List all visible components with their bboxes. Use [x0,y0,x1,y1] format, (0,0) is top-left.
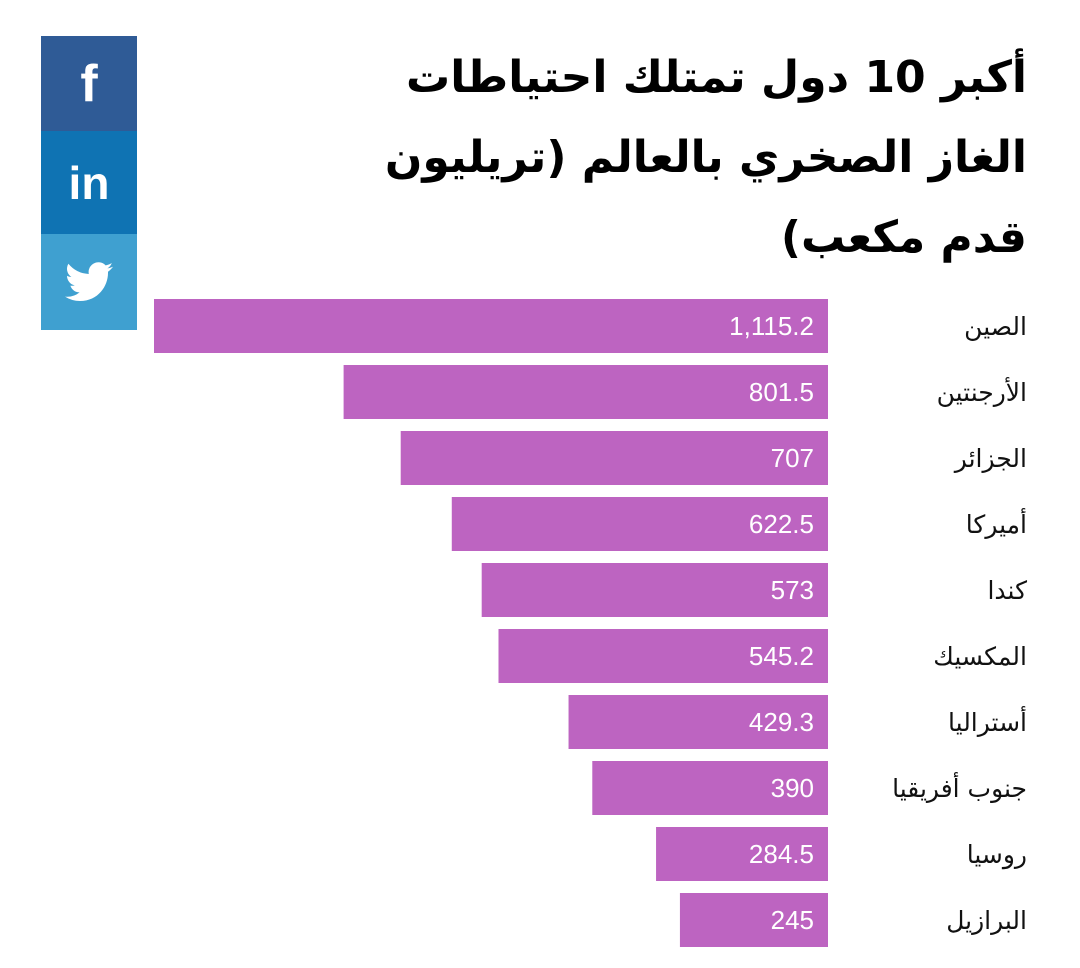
category-label: كندا [987,576,1027,605]
category-label: روسيا [967,840,1027,870]
bar-value-label: 573 [771,575,814,605]
bar-value-label: 1,115.2 [729,311,814,341]
bar [481,563,828,617]
category-label: البرازيل [946,906,1027,935]
social-share-panel: f in [41,36,137,330]
bar [154,299,828,353]
bar-value-label: 622.5 [749,509,814,539]
twitter-bird-icon [65,262,113,301]
bar [343,365,828,419]
bar [568,695,828,749]
bar-value-label: 390 [771,773,814,803]
linkedin-share-button[interactable]: in [41,131,137,234]
category-label: أميركا [966,507,1027,539]
category-label: الأرجنتين [937,376,1027,407]
category-label: المكسيك [933,642,1027,671]
bar [400,431,828,485]
facebook-share-button[interactable]: f [41,36,137,131]
category-label: الجزائر [953,444,1027,473]
bar-value-label: 801.5 [749,377,814,407]
twitter-share-button[interactable] [41,234,137,330]
bar-value-label: 284.5 [749,839,814,869]
bar [679,893,828,947]
bar-value-label: 545.2 [749,641,814,671]
category-label: جنوب أفريقيا [892,771,1027,803]
bar-value-label: 429.3 [749,707,814,737]
chart-title: أكبر 10 دول تمتلك احتياطات الغاز الصخري … [384,52,1027,263]
category-label: الصين [964,312,1027,341]
bar-value-label: 245 [771,905,814,935]
bar [656,827,828,881]
bar-value-label: 707 [771,443,814,473]
bar [498,629,828,683]
category-label: أستراليا [948,705,1027,737]
bar [451,497,828,551]
bar [592,761,828,815]
